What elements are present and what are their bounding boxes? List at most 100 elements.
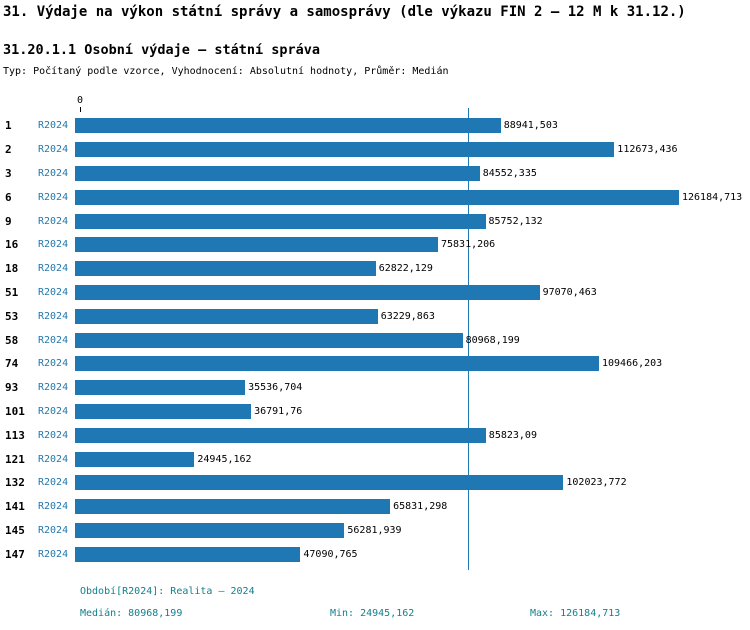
bar-value-label: 97070,463	[542, 286, 597, 298]
bar-value-label: 24945,162	[197, 453, 252, 465]
chart-row: 51 R2024 97070,463	[0, 281, 750, 305]
bar-track: 24945,162	[75, 451, 750, 467]
chart-row: 74 R2024 109466,203	[0, 352, 750, 376]
bar-value-label: 84552,335	[482, 167, 537, 179]
chart-row: 145 R2024 56281,939	[0, 519, 750, 543]
row-series-label: R2024	[38, 286, 69, 298]
bar-value-label: 36791,76	[254, 405, 303, 417]
chart-subtitle: 31.20.1.1 Osobní výdaje – státní správa	[3, 42, 320, 58]
row-series-label: R2024	[38, 358, 69, 370]
bar-value-label: 47090,765	[303, 548, 358, 560]
chart-row: 58 R2024 80968,199	[0, 328, 750, 352]
bar-track: 75831,206	[75, 237, 750, 253]
bar	[75, 189, 679, 205]
bar	[75, 380, 246, 396]
row-category-label: 9	[5, 214, 12, 228]
bar-track: 126184,713	[75, 189, 750, 205]
chart-row: 53 R2024 63229,863	[0, 304, 750, 328]
bar	[75, 261, 376, 277]
bar-value-label: 62822,129	[378, 263, 433, 275]
row-series-label: R2024	[38, 215, 69, 227]
row-series-label: R2024	[38, 501, 69, 513]
footer-min: Min: 24945,162	[330, 608, 415, 619]
row-series-label: R2024	[38, 429, 69, 441]
bar-track: 84552,335	[75, 165, 750, 181]
bar-value-label: 109466,203	[602, 358, 663, 370]
row-series-label: R2024	[38, 239, 69, 251]
row-series-label: R2024	[38, 191, 69, 203]
bar	[75, 427, 486, 443]
chart-row: 1 R2024 88941,503	[0, 114, 750, 138]
row-category-label: 18	[5, 262, 19, 276]
row-category-label: 1	[5, 119, 12, 133]
bar	[75, 499, 391, 515]
row-category-label: 145	[5, 523, 25, 537]
chart-row: 93 R2024 35536,704	[0, 376, 750, 400]
axis-zero-label: 0	[76, 95, 84, 106]
bar-track: 36791,76	[75, 403, 750, 419]
chart-row: 101 R2024 36791,76	[0, 400, 750, 424]
chart-row: 16 R2024 75831,206	[0, 233, 750, 257]
chart-row: 3 R2024 84552,335	[0, 162, 750, 186]
row-category-label: 132	[5, 476, 25, 490]
footer-median: Medián: 80968,199	[80, 608, 183, 619]
bar-track: 62822,129	[75, 261, 750, 277]
bar-track: 47090,765	[75, 546, 750, 562]
row-category-label: 16	[5, 238, 19, 252]
bar	[75, 118, 501, 134]
chart-row: 147 R2024 47090,765	[0, 542, 750, 566]
row-category-label: 53	[5, 309, 19, 323]
bar-track: 85823,09	[75, 427, 750, 443]
footer-max: Max: 126184,713	[530, 608, 621, 619]
bar-chart: 0 1 R2024 88941,503 2 R2024 112673,436 3 R2024 8…	[0, 95, 750, 577]
bar	[75, 308, 378, 324]
chart-row: 2 R2024 112673,436	[0, 138, 750, 162]
row-category-label: 101	[5, 404, 25, 418]
bar	[75, 522, 345, 538]
bar-track: 102023,772	[75, 475, 750, 491]
row-series-label: R2024	[38, 144, 69, 156]
row-series-label: R2024	[38, 405, 69, 417]
row-category-label: 147	[5, 547, 25, 561]
bar-value-label: 56281,939	[347, 524, 402, 536]
bar-value-label: 65831,298	[393, 501, 448, 513]
row-series-label: R2024	[38, 382, 69, 394]
bar-track: 80968,199	[75, 332, 750, 348]
row-category-label: 113	[5, 428, 25, 442]
bar-track: 112673,436	[75, 142, 750, 158]
bar	[75, 332, 463, 348]
bar-track: 88941,503	[75, 118, 750, 134]
bar	[75, 451, 195, 467]
bar	[75, 165, 480, 181]
median-line	[467, 108, 469, 570]
bar	[75, 475, 564, 491]
chart-row: 113 R2024 85823,09	[0, 423, 750, 447]
bar-track: 56281,939	[75, 522, 750, 538]
bar-track: 65831,298	[75, 499, 750, 515]
row-category-label: 74	[5, 357, 19, 371]
chart-row: 6 R2024 126184,713	[0, 185, 750, 209]
row-series-label: R2024	[38, 524, 69, 536]
bar	[75, 546, 301, 562]
row-category-label: 3	[5, 166, 12, 180]
bar	[75, 237, 438, 253]
bar-value-label: 63229,863	[380, 310, 435, 322]
row-category-label: 93	[5, 381, 19, 395]
bar-value-label: 88941,503	[503, 120, 558, 132]
bar-value-label: 85823,09	[488, 429, 537, 441]
chart-row: 9 R2024 85752,132	[0, 209, 750, 233]
row-series-label: R2024	[38, 120, 69, 132]
bar-value-label: 85752,132	[488, 215, 543, 227]
bar-value-label: 35536,704	[248, 382, 303, 394]
axis-tick	[80, 107, 81, 112]
chart-row: 121 R2024 24945,162	[0, 447, 750, 471]
row-series-label: R2024	[38, 263, 69, 275]
row-category-label: 51	[5, 285, 19, 299]
row-category-label: 121	[5, 452, 25, 466]
bar-track: 97070,463	[75, 284, 750, 300]
bar	[75, 403, 252, 419]
bar-value-label: 102023,772	[566, 477, 627, 489]
row-series-label: R2024	[38, 334, 69, 346]
bar	[75, 284, 540, 300]
bar-value-label: 126184,713	[682, 191, 743, 203]
